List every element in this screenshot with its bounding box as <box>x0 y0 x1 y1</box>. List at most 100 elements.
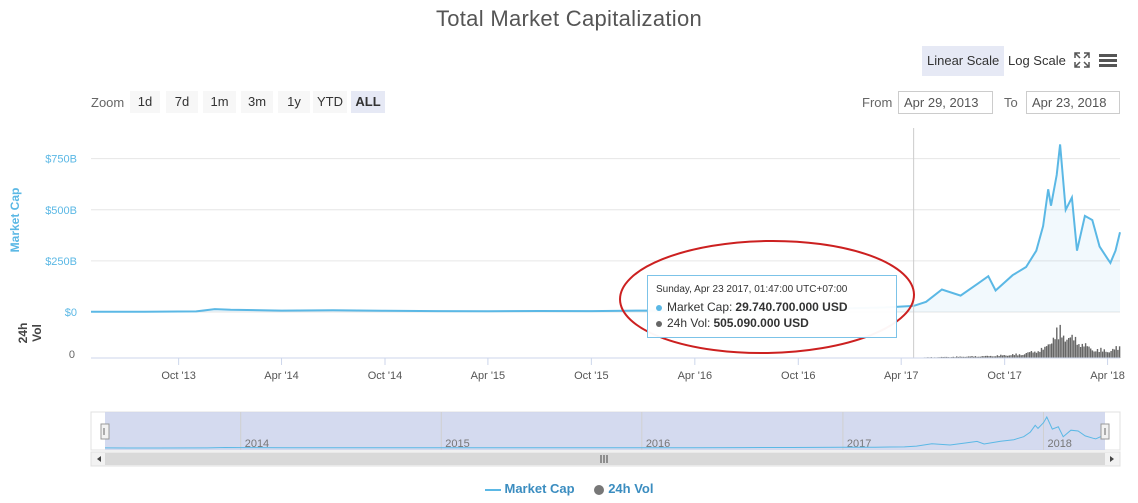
volume-bar <box>1040 347 1043 358</box>
volume-bar <box>1020 355 1022 358</box>
volume-bar <box>1091 350 1094 358</box>
volume-bar <box>998 356 1000 358</box>
volume-bar <box>1006 355 1009 358</box>
volume-bar <box>1015 353 1017 358</box>
volume-bar <box>986 355 988 358</box>
volume-bar <box>1035 352 1038 358</box>
volume-bar <box>1047 344 1049 358</box>
dot-icon <box>594 484 605 495</box>
zoom-7d-button[interactable]: 7d <box>166 91 198 113</box>
volume-series <box>913 324 1121 359</box>
volume-bar <box>1100 347 1102 358</box>
from-label: From <box>862 95 893 110</box>
tooltip-market-cap-label: Market Cap: <box>667 300 733 314</box>
tooltip-market-cap-row: Market Cap: 29.740.700.000 USD <box>656 299 896 315</box>
volume-bar <box>1076 344 1078 358</box>
scrollbar-right-arrow-icon[interactable] <box>1110 456 1114 462</box>
scrollbar[interactable] <box>90 451 1121 467</box>
volume-bar <box>1064 341 1066 358</box>
volume-bar <box>1110 351 1112 358</box>
volume-bar <box>1105 351 1107 358</box>
volume-bar <box>1039 351 1041 358</box>
volume-bar <box>1059 324 1061 358</box>
tooltip-date: Sunday, Apr 23 2017, 01:47:00 UTC+07:00 <box>656 284 848 295</box>
from-date-input[interactable]: Apr 29, 2013 <box>898 91 993 114</box>
volume-bar <box>1005 355 1007 358</box>
volume-bar <box>1042 349 1044 358</box>
navigator-year-label: 2016 <box>646 438 670 450</box>
volume-bar <box>1049 344 1051 358</box>
navigator-year-label: 2018 <box>1047 438 1071 450</box>
volume-bar <box>993 356 995 358</box>
volume-bar <box>1069 337 1072 358</box>
scrollbar-left-arrow-icon[interactable] <box>97 456 101 462</box>
legend-item-volume[interactable]: 24h Vol <box>594 481 653 496</box>
volume-bar <box>1057 339 1060 358</box>
volume-bar <box>1066 339 1068 358</box>
volume-bar <box>1079 347 1082 358</box>
volume-bar <box>940 356 943 358</box>
volume-bar <box>1003 355 1005 358</box>
volume-bar <box>1056 327 1058 358</box>
linear-scale-button[interactable]: Linear Scale <box>922 46 1005 76</box>
volume-bar <box>961 356 963 358</box>
zoom-all-button[interactable]: ALL <box>351 91 385 113</box>
x-tick-label: Oct '15 <box>574 370 609 382</box>
navigator-year-labels: 2014 2015 2016 2017 2018 <box>240 412 1072 450</box>
zoom-1y-button[interactable]: 1y <box>278 91 310 113</box>
x-tick-label: Oct '13 <box>161 370 196 382</box>
x-tick-label: Oct '14 <box>368 370 403 382</box>
y-tick-label: $500B <box>45 205 77 217</box>
y-tick-label: $250B <box>45 256 77 268</box>
market-cap-area <box>91 144 1120 312</box>
zoom-1m-button[interactable]: 1m <box>203 91 236 113</box>
volume-bar <box>1118 346 1121 358</box>
volume-bar <box>991 356 994 358</box>
x-axis-ticks: Oct '13 Apr '14 Oct '14 Apr '15 Oct '15 Apr '… <box>161 358 1125 382</box>
volume-bar <box>964 356 966 358</box>
zoom-1d-button[interactable]: 1d <box>130 91 160 113</box>
navigator-year-label: 2017 <box>847 438 871 450</box>
y2-axis-title-line1: 24h <box>16 323 30 344</box>
volume-bar <box>1010 355 1012 358</box>
volume-bar <box>956 356 958 358</box>
log-scale-button[interactable]: Log Scale <box>1008 53 1066 68</box>
scrollbar-grip-icon[interactable] <box>600 455 608 463</box>
navigator-selection-mask[interactable] <box>105 412 1105 450</box>
volume-bullet-icon <box>656 321 662 328</box>
volume-bar <box>1073 340 1075 358</box>
volume-bar <box>1083 346 1085 358</box>
zoom-ytd-button[interactable]: YTD <box>313 91 347 113</box>
market-cap-chart[interactable]: $0 $250B $500B $750B Market Cap 24h Vol 0 O… <box>0 0 1138 475</box>
scrollbar-thumb[interactable] <box>105 453 1105 465</box>
volume-bar <box>1029 352 1031 358</box>
volume-bar <box>1081 343 1083 358</box>
menu-icon[interactable] <box>1097 49 1119 71</box>
navigator-left-handle[interactable] <box>100 423 110 440</box>
volume-bar <box>995 356 997 358</box>
volume-bar <box>1107 352 1109 358</box>
to-label: To <box>1004 95 1018 110</box>
zoom-3m-button[interactable]: 3m <box>241 91 273 113</box>
volume-bar <box>952 356 954 358</box>
fullscreen-icon[interactable] <box>1071 49 1093 71</box>
volume-bar <box>1022 355 1024 358</box>
volume-bar <box>1044 346 1046 358</box>
volume-bar <box>981 356 983 358</box>
volume-bar <box>1101 351 1104 358</box>
volume-bar <box>1000 354 1002 358</box>
volume-bar <box>1030 351 1033 358</box>
chart-tooltip: Sunday, Apr 23 2017, 01:47:00 UTC+07:00 … <box>647 275 897 338</box>
volume-bar <box>1113 349 1116 358</box>
volume-bar <box>974 356 977 358</box>
y2-axis-title-line2: Vol <box>30 324 44 342</box>
x-tick-label: Apr '17 <box>884 370 919 382</box>
y-tick-label: $750B <box>45 154 77 166</box>
volume-bar <box>1027 352 1029 358</box>
volume-bar <box>957 356 960 358</box>
legend-item-market-cap[interactable]: Market Cap <box>484 481 575 496</box>
tooltip-volume-label: 24h Vol: <box>667 316 711 330</box>
tooltip-market-cap-value: 29.740.700.000 USD <box>735 300 848 314</box>
x-tick-label: Apr '15 <box>471 370 506 382</box>
to-date-input[interactable]: Apr 23, 2018 <box>1026 91 1120 114</box>
